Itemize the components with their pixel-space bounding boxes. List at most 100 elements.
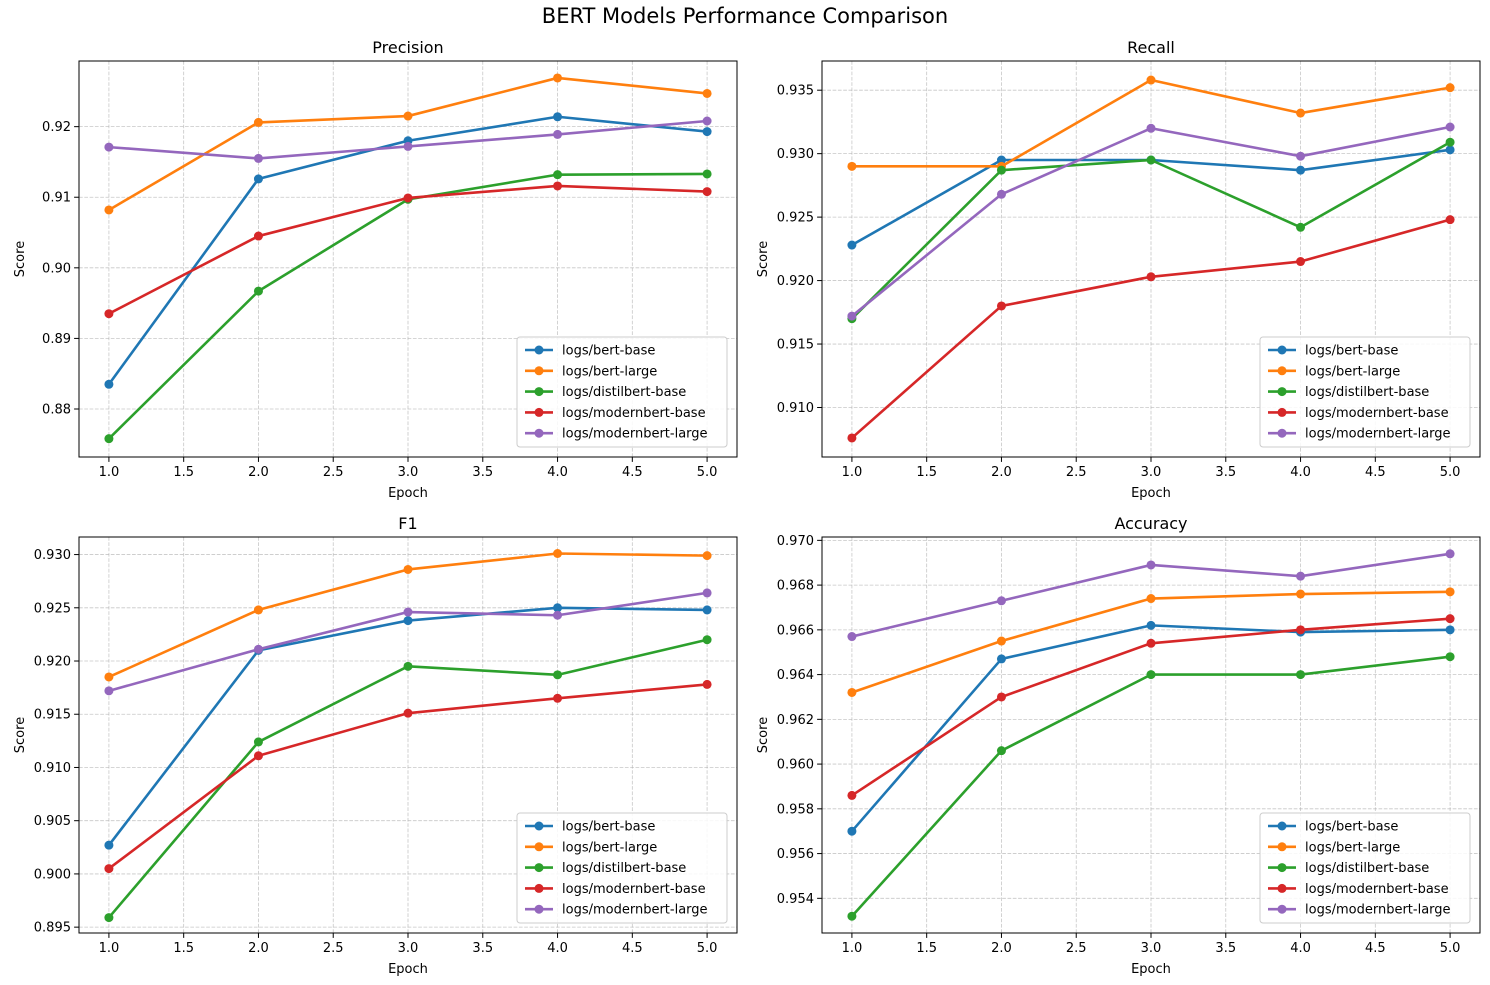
x-tick-label: 4.5 (1365, 941, 1386, 956)
y-tick-label: 0.88 (42, 403, 71, 418)
x-tick-label: 5.0 (1440, 941, 1461, 956)
data-point (702, 88, 712, 98)
y-tick-label: 0.905 (34, 814, 71, 829)
x-tick-label: 4.0 (1290, 465, 1311, 480)
x-axis-label: Epoch (1131, 486, 1171, 501)
x-tick-label: 1.5 (916, 941, 937, 956)
legend-entry: logs/modernbert-base (1305, 406, 1449, 421)
legend-box (516, 336, 728, 448)
legend-entry: logs/bert-large (1305, 840, 1400, 855)
legend-swatch-marker (1277, 428, 1287, 438)
subplot-accuracy: 1.0 1.5 2.0 2.5 3.0 3.5 4.0 4.5 5.0 0.954 0.956 0.9… (756, 514, 1481, 977)
data-point (1146, 620, 1156, 630)
y-tick-label: 0.970 (777, 534, 814, 549)
figure-title: BERT Models Performance Comparison (541, 4, 949, 28)
data-point (1445, 215, 1455, 225)
subplot-recall: 1.0 1.5 2.0 2.5 3.0 3.5 4.0 4.5 5.0 0.910 0.915 0.9… (756, 38, 1481, 501)
data-point (403, 564, 413, 574)
data-point (553, 170, 563, 180)
data-point (996, 189, 1006, 199)
legend-swatch-marker (1277, 821, 1287, 831)
legend-entry: logs/distilbert-base (562, 385, 686, 400)
data-point (847, 687, 857, 697)
data-point (253, 117, 263, 127)
x-tick-label: 5.0 (1440, 465, 1461, 480)
data-point (104, 864, 114, 874)
y-axis-label: Score (756, 717, 771, 753)
x-tick-label: 4.0 (547, 941, 568, 956)
data-point (104, 913, 114, 923)
data-point (1296, 571, 1306, 581)
data-point (996, 165, 1006, 175)
y-tick-label: 0.954 (777, 892, 814, 907)
data-point (104, 672, 114, 682)
x-tick-label: 5.0 (697, 941, 718, 956)
legend-entry: logs/bert-large (562, 840, 657, 855)
data-point (996, 654, 1006, 664)
y-tick-label: 0.915 (777, 338, 814, 353)
data-point (1445, 587, 1455, 597)
y-tick-label: 0.935 (777, 84, 814, 99)
data-point (1445, 122, 1455, 132)
y-axis-label: Score (756, 241, 771, 277)
y-tick-label: 0.960 (777, 758, 814, 773)
data-point (253, 737, 263, 747)
data-point (1445, 625, 1455, 635)
y-tick-label: 0.910 (777, 401, 814, 416)
y-tick-label: 0.92 (42, 120, 71, 135)
x-tick-label: 3.0 (398, 941, 419, 956)
axes-frame (821, 60, 1481, 458)
data-point (104, 686, 114, 696)
data-point (104, 379, 114, 389)
data-point (702, 635, 712, 645)
x-tick-label: 2.0 (248, 465, 269, 480)
y-tick-label: 0.895 (34, 921, 71, 936)
y-tick-label: 0.920 (777, 274, 814, 289)
data-point (553, 603, 563, 613)
x-axis-label: Epoch (1131, 962, 1171, 977)
legend-swatch-marker (534, 904, 544, 914)
x-tick-label: 1.5 (173, 465, 194, 480)
data-point (1445, 549, 1455, 559)
x-tick-label: 2.0 (991, 465, 1012, 480)
x-tick-label: 1.0 (99, 465, 120, 480)
data-point (1296, 108, 1306, 118)
data-point (1296, 589, 1306, 599)
data-point (1445, 83, 1455, 93)
data-point (1445, 652, 1455, 662)
x-tick-label: 3.5 (472, 941, 493, 956)
legend-swatch-marker (1277, 345, 1287, 355)
data-point (403, 607, 413, 617)
legend-entry: logs/modernbert-large (562, 903, 708, 918)
data-point (847, 911, 857, 921)
legend-entry: logs/bert-base (1305, 820, 1398, 835)
legend-entry: logs/bert-base (1305, 344, 1398, 359)
data-point (553, 73, 563, 83)
y-tick-label: 0.925 (777, 211, 814, 226)
x-axis-label: Epoch (388, 962, 428, 977)
x-tick-label: 1.0 (842, 465, 863, 480)
x-tick-label: 3.5 (472, 465, 493, 480)
data-point (847, 240, 857, 250)
legend-entry: logs/distilbert-base (562, 861, 686, 876)
data-point (1445, 614, 1455, 624)
legend-swatch-marker (534, 366, 544, 376)
y-tick-label: 0.91 (42, 191, 71, 206)
data-point (847, 790, 857, 800)
data-point (553, 129, 563, 139)
x-tick-label: 1.0 (99, 941, 120, 956)
data-point (702, 588, 712, 598)
data-point (253, 644, 263, 654)
legend-swatch-marker (534, 387, 544, 397)
legend-swatch-marker (1277, 842, 1287, 852)
legend-entry: logs/modernbert-large (1305, 903, 1451, 918)
data-point (553, 112, 563, 122)
legend-box (516, 812, 728, 924)
legend: logs/bert-base logs/bert-large logs/distil… (1259, 812, 1471, 924)
data-point (253, 751, 263, 761)
x-tick-label: 4.0 (547, 465, 568, 480)
subplot-title: F1 (398, 514, 417, 533)
data-point (403, 141, 413, 151)
legend-swatch-marker (534, 345, 544, 355)
x-tick-label: 1.0 (842, 941, 863, 956)
